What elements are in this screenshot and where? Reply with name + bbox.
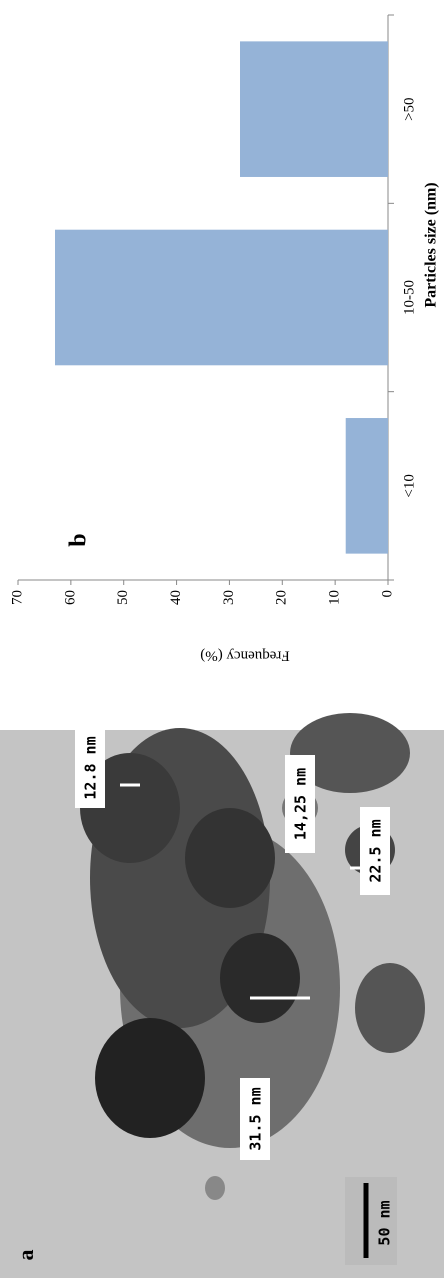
y-tick-label: 50 <box>115 590 131 605</box>
x-tick-label: <10 <box>401 474 417 497</box>
measurement-label: 31.5 nm <box>247 1087 265 1150</box>
x-axis-title: Particles size (nm) <box>423 182 440 307</box>
y-tick-label: 20 <box>274 590 290 605</box>
particle <box>205 1176 225 1200</box>
y-tick-label: 0 <box>379 590 395 598</box>
particle <box>220 933 300 1023</box>
figure: 0 10 20 30 40 50 60 70 Frequency (%) <10 10-50 >50 P… <box>0 0 444 1278</box>
bar <box>240 41 388 177</box>
y-tick-label: 40 <box>168 590 184 605</box>
y-tick-label: 70 <box>9 590 25 605</box>
tem-panel: 12.8 nm 14,25 nm 22.5 nm 31.5 nm 50 nm a <box>0 713 444 1278</box>
particle <box>355 963 425 1053</box>
bar <box>346 418 388 554</box>
panel-label: a <box>13 1250 38 1261</box>
scale-label: 50 nm <box>376 1200 394 1245</box>
panel-label: b <box>66 533 92 546</box>
y-tick-label: 10 <box>327 590 343 605</box>
y-tick-label: 30 <box>221 590 237 605</box>
x-tick-label: 10-50 <box>401 280 417 315</box>
page: 0 10 20 30 40 50 60 70 Frequency (%) <10 10-50 >50 P… <box>0 0 444 1278</box>
x-tick-label: >50 <box>401 97 417 120</box>
y-axis-title: Frequency (%) <box>200 648 290 664</box>
chart-panel: 0 10 20 30 40 50 60 70 Frequency (%) <10 10-50 >50 P… <box>9 15 439 664</box>
measurement-label: 12.8 nm <box>82 736 100 799</box>
y-tick-label: 60 <box>62 590 78 605</box>
measurement-label: 14,25 nm <box>292 768 310 840</box>
measurement-label: 22.5 nm <box>367 819 385 882</box>
particle <box>185 808 275 908</box>
particle <box>95 1018 205 1138</box>
bar <box>55 230 388 366</box>
